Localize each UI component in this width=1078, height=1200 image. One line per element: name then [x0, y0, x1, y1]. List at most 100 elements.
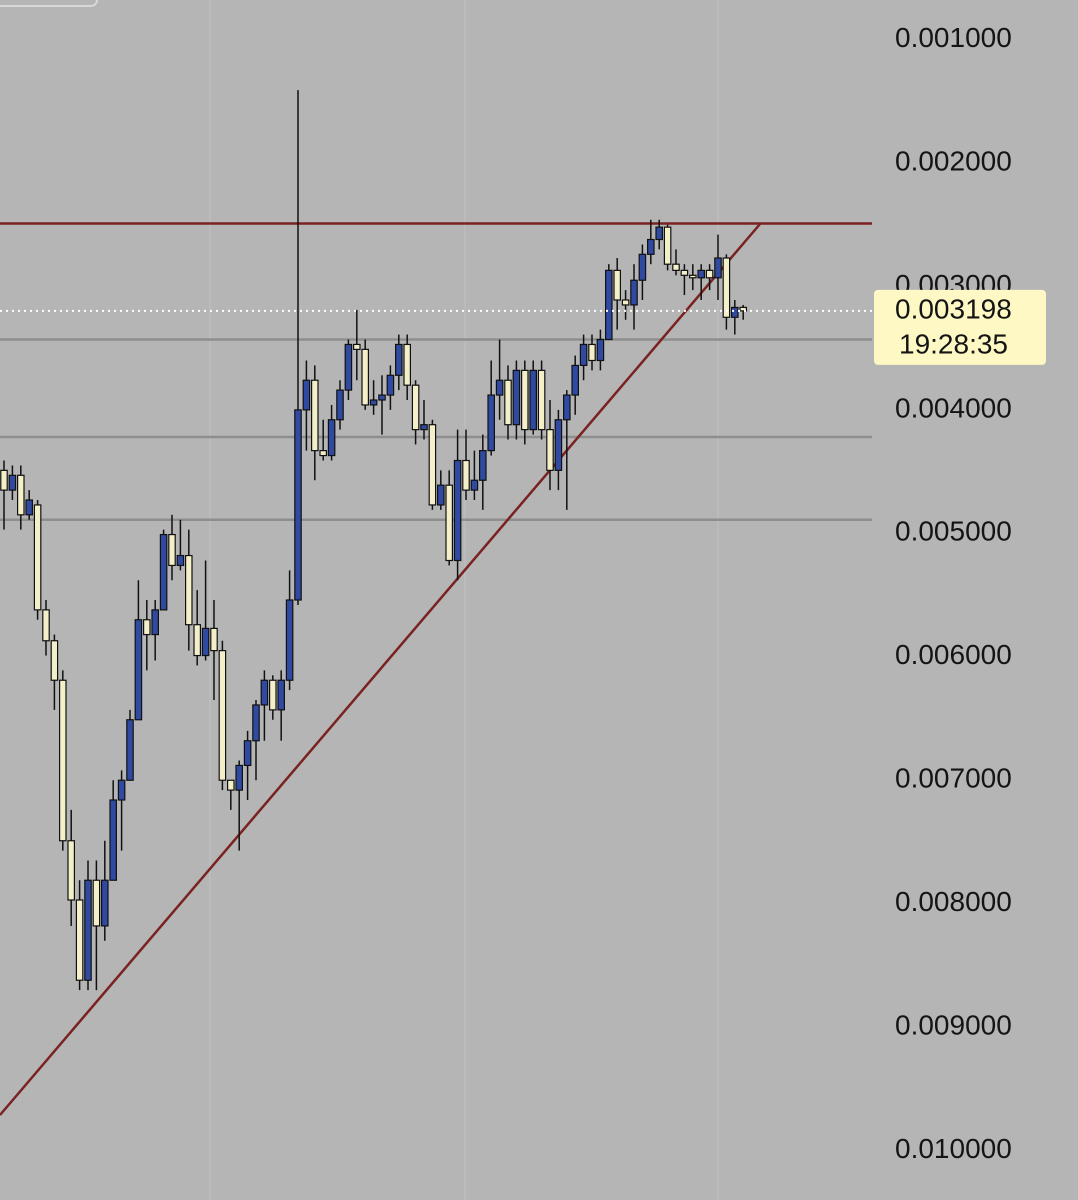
candle-body — [411, 384, 420, 431]
candle-body — [176, 554, 185, 567]
candle-body — [445, 484, 454, 562]
last-price-label: 0.003198 — [895, 293, 1012, 324]
candle-body — [302, 379, 311, 411]
candle-body — [159, 533, 168, 611]
candle-body — [151, 609, 160, 636]
candle-body — [386, 374, 395, 396]
candle-body — [630, 279, 638, 306]
last-price: 0.003198 19:28:35 — [0, 289, 1046, 365]
candle-body — [218, 650, 227, 781]
candle-body — [579, 343, 588, 367]
y-tick-label: 0.006000 — [895, 639, 1012, 670]
candle-body — [655, 226, 664, 241]
candle-body — [529, 369, 538, 431]
candle-body — [235, 764, 244, 791]
candle-body — [143, 619, 151, 636]
candle-body — [277, 679, 286, 711]
y-tick-label: 0.005000 — [895, 516, 1012, 547]
candle-body — [621, 299, 630, 306]
trendline — [0, 223, 761, 1116]
candle-body — [353, 343, 361, 350]
candle-body — [17, 474, 25, 516]
toolbar-button[interactable] — [0, 0, 98, 7]
y-tick-label: 0.007000 — [895, 763, 1012, 794]
candle-body — [260, 679, 269, 706]
candle-body — [327, 419, 336, 457]
candle-body — [697, 269, 706, 279]
candle-body — [193, 624, 202, 657]
candle-body — [470, 479, 479, 491]
candle-body — [369, 399, 378, 406]
candle-body — [512, 369, 521, 426]
candle-body — [227, 779, 235, 791]
candle-body — [126, 719, 134, 781]
candle-body — [638, 253, 647, 281]
candle-body — [25, 499, 34, 516]
candle-body — [420, 424, 428, 431]
candle-body — [117, 779, 126, 801]
last-price-box — [874, 289, 1046, 365]
candle-body — [252, 704, 260, 742]
candle-body — [613, 269, 622, 301]
candle-body — [395, 343, 403, 376]
candle-body — [269, 679, 277, 711]
candle-body — [596, 338, 605, 362]
candle-body — [109, 799, 118, 881]
candle-body — [294, 409, 302, 601]
candle-body — [462, 459, 470, 491]
candle-body — [42, 609, 50, 642]
candle-body — [92, 879, 101, 927]
y-tick-label: 0.004000 — [895, 392, 1012, 423]
candle-body — [437, 484, 445, 506]
candle-body — [58, 679, 67, 842]
candle-body — [663, 226, 672, 265]
candle-body — [378, 394, 386, 401]
candle-body — [8, 474, 17, 491]
candle-body — [428, 424, 437, 506]
candle-body — [33, 504, 42, 611]
candle-body — [705, 269, 714, 279]
candle-body — [537, 369, 546, 431]
y-tick-label: 0.001000 — [895, 22, 1012, 53]
candle-body — [554, 419, 563, 471]
candle-body — [571, 364, 580, 396]
countdown-label: 19:28:35 — [899, 328, 1008, 359]
y-tick-label: 0.009000 — [895, 1010, 1012, 1041]
candle-body — [546, 429, 554, 471]
candle-body — [646, 238, 655, 255]
candle-body — [361, 348, 370, 406]
candle-body — [520, 369, 529, 431]
candle-body — [588, 343, 596, 362]
y-tick-label: 0.010000 — [895, 1133, 1012, 1164]
candle-body — [75, 899, 84, 981]
candle-body — [50, 640, 59, 681]
candle-body — [168, 533, 176, 567]
candle-body — [311, 379, 319, 452]
candles — [0, 90, 748, 991]
candle-body — [185, 554, 193, 626]
y-tick-label: 0.002000 — [895, 145, 1012, 176]
candle-body — [495, 379, 504, 396]
candle-body — [714, 257, 722, 279]
candle-body — [688, 274, 697, 279]
candle-body — [604, 269, 613, 341]
candle-body — [336, 389, 344, 421]
y-axis: 0.0010000.0020000.0030000.0040000.005000… — [895, 22, 1012, 1164]
candle-body — [0, 469, 8, 491]
candle-body — [680, 269, 689, 276]
candle-body — [100, 879, 109, 927]
candle-body — [344, 343, 353, 391]
candle-body — [319, 450, 328, 457]
candle-body — [487, 394, 496, 452]
candle-body — [134, 619, 143, 721]
candle-body — [672, 263, 680, 271]
candle-body — [243, 740, 252, 767]
candle-body — [403, 343, 412, 386]
y-tick-label: 0.008000 — [895, 886, 1012, 917]
candle-body — [453, 459, 462, 562]
candle-body — [210, 627, 218, 652]
candle-body — [67, 840, 76, 901]
candle-body — [739, 306, 748, 312]
candle-body — [730, 306, 739, 318]
